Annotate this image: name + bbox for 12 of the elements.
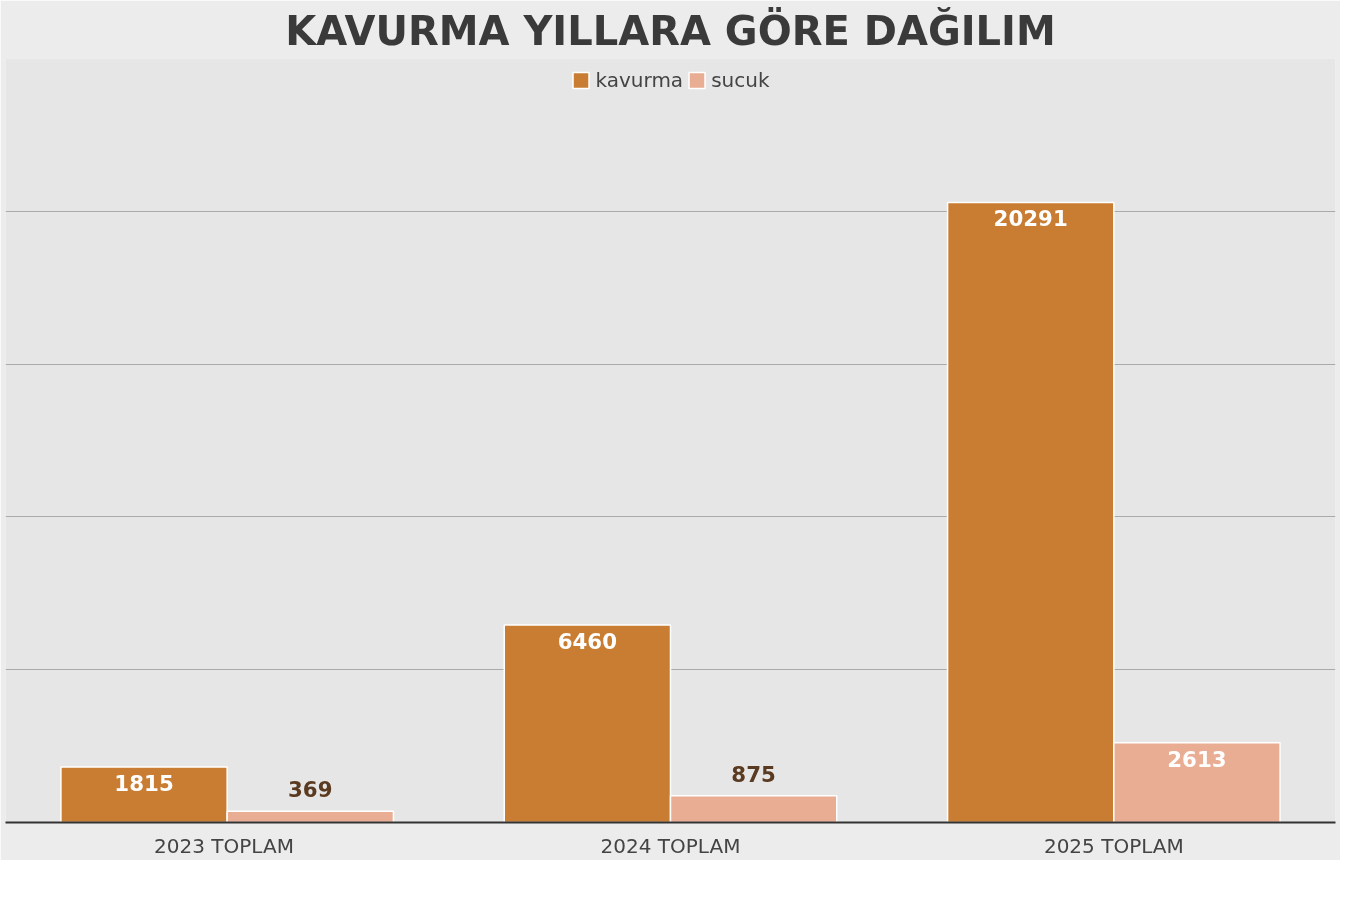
legend-label: kavurma bbox=[595, 68, 684, 92]
legend-label: sucuk bbox=[711, 68, 770, 92]
chart-title: KAVURMA YILLARA GÖRE DAĞILIM bbox=[285, 6, 1056, 54]
data-label: 6460 bbox=[557, 629, 618, 655]
data-label: 875 bbox=[731, 761, 776, 787]
data-label: 369 bbox=[288, 777, 333, 803]
x-tick-label: 2023 TOPLAM bbox=[154, 833, 294, 858]
x-tick-label: 2024 TOPLAM bbox=[600, 833, 741, 858]
data-label: 20291 bbox=[993, 206, 1068, 232]
x-tick-label: 2025 TOPLAM bbox=[1043, 833, 1184, 858]
data-label: 1815 bbox=[114, 771, 174, 797]
data-label: 2613 bbox=[1167, 746, 1227, 772]
